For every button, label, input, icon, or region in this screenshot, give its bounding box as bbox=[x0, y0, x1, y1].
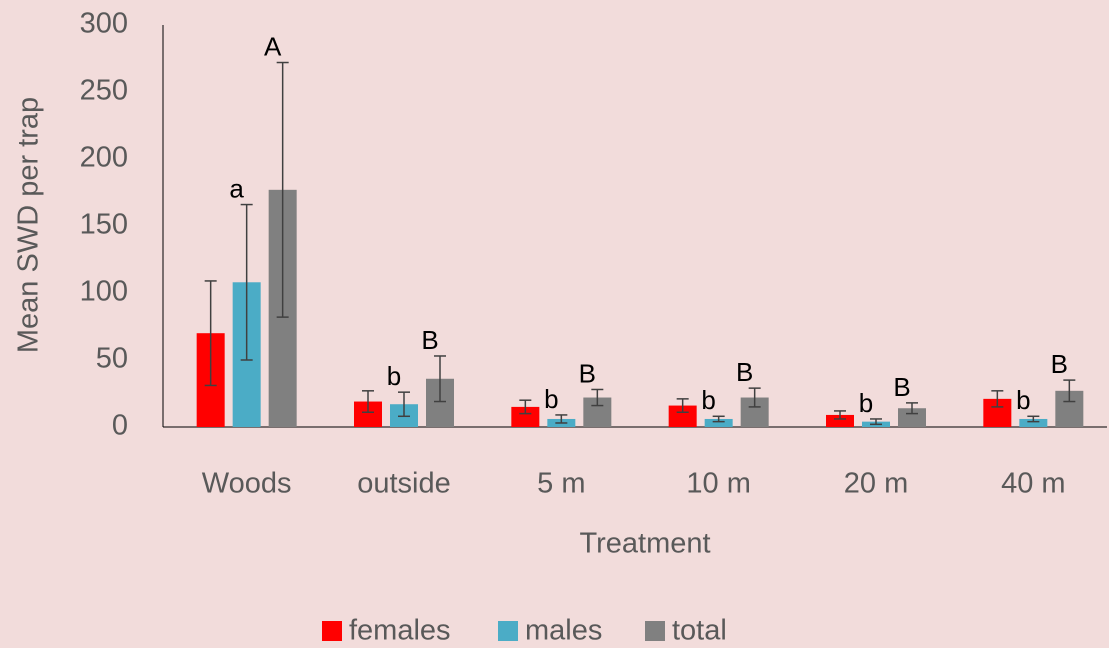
y-tick-label: 250 bbox=[80, 75, 128, 107]
x-tick-label: 40 m bbox=[1001, 468, 1065, 500]
significance-letter: b bbox=[1016, 385, 1030, 415]
bar bbox=[898, 408, 926, 427]
error-bar bbox=[748, 387, 761, 408]
legend-label: total bbox=[672, 615, 727, 647]
x-axis-label: Treatment bbox=[579, 528, 710, 560]
legend-swatch bbox=[498, 621, 518, 641]
significance-letter: b bbox=[387, 361, 401, 391]
error-bar bbox=[362, 390, 374, 414]
error-bar bbox=[1063, 379, 1076, 403]
error-bar bbox=[276, 61, 289, 318]
error-bar bbox=[870, 418, 882, 426]
error-bar bbox=[712, 415, 725, 423]
error-bar bbox=[519, 399, 532, 415]
y-tick-label: 50 bbox=[96, 343, 128, 375]
error-bar bbox=[1027, 415, 1040, 423]
x-tick-label: Woods bbox=[202, 468, 292, 500]
bar bbox=[511, 406, 540, 427]
error-bar bbox=[834, 410, 846, 420]
bar bbox=[704, 418, 733, 427]
error-bar bbox=[240, 203, 253, 361]
legend-label: females bbox=[349, 615, 451, 647]
error-bar bbox=[204, 280, 217, 387]
error-bar bbox=[906, 402, 918, 415]
significance-letter: B bbox=[736, 357, 753, 387]
y-tick-label: 100 bbox=[80, 276, 128, 308]
y-tick-label: 300 bbox=[80, 8, 128, 40]
legend-label: males bbox=[525, 615, 602, 647]
significance-letter: b bbox=[701, 385, 715, 415]
error-bar bbox=[434, 355, 446, 403]
significance-letter: b bbox=[859, 388, 873, 418]
error-bar bbox=[676, 398, 689, 414]
significance-letter: A bbox=[264, 31, 282, 61]
y-tick-label: 0 bbox=[112, 410, 128, 442]
significance-letter: a bbox=[229, 173, 244, 203]
bar bbox=[826, 414, 854, 427]
error-bar bbox=[398, 391, 410, 418]
error-bar bbox=[555, 414, 568, 424]
y-tick-label: 150 bbox=[80, 209, 128, 241]
bar bbox=[1019, 418, 1048, 427]
legend-swatch bbox=[322, 621, 342, 641]
x-tick-label: outside bbox=[357, 468, 451, 500]
x-tick-label: 5 m bbox=[537, 468, 585, 500]
significance-letter: b bbox=[544, 384, 558, 414]
legend-swatch bbox=[645, 621, 665, 641]
bar bbox=[668, 405, 697, 427]
x-tick-label: 10 m bbox=[686, 468, 750, 500]
significance-letter: B bbox=[421, 325, 438, 355]
y-axis-label: Mean SWD per trap bbox=[13, 97, 45, 353]
significance-letter: B bbox=[893, 372, 910, 402]
x-tick-label: 20 m bbox=[844, 468, 908, 500]
error-bar bbox=[591, 388, 604, 407]
significance-letter: B bbox=[1051, 349, 1068, 379]
error-bar bbox=[991, 390, 1004, 408]
significance-letter: B bbox=[579, 358, 596, 388]
y-tick-label: 200 bbox=[80, 142, 128, 174]
